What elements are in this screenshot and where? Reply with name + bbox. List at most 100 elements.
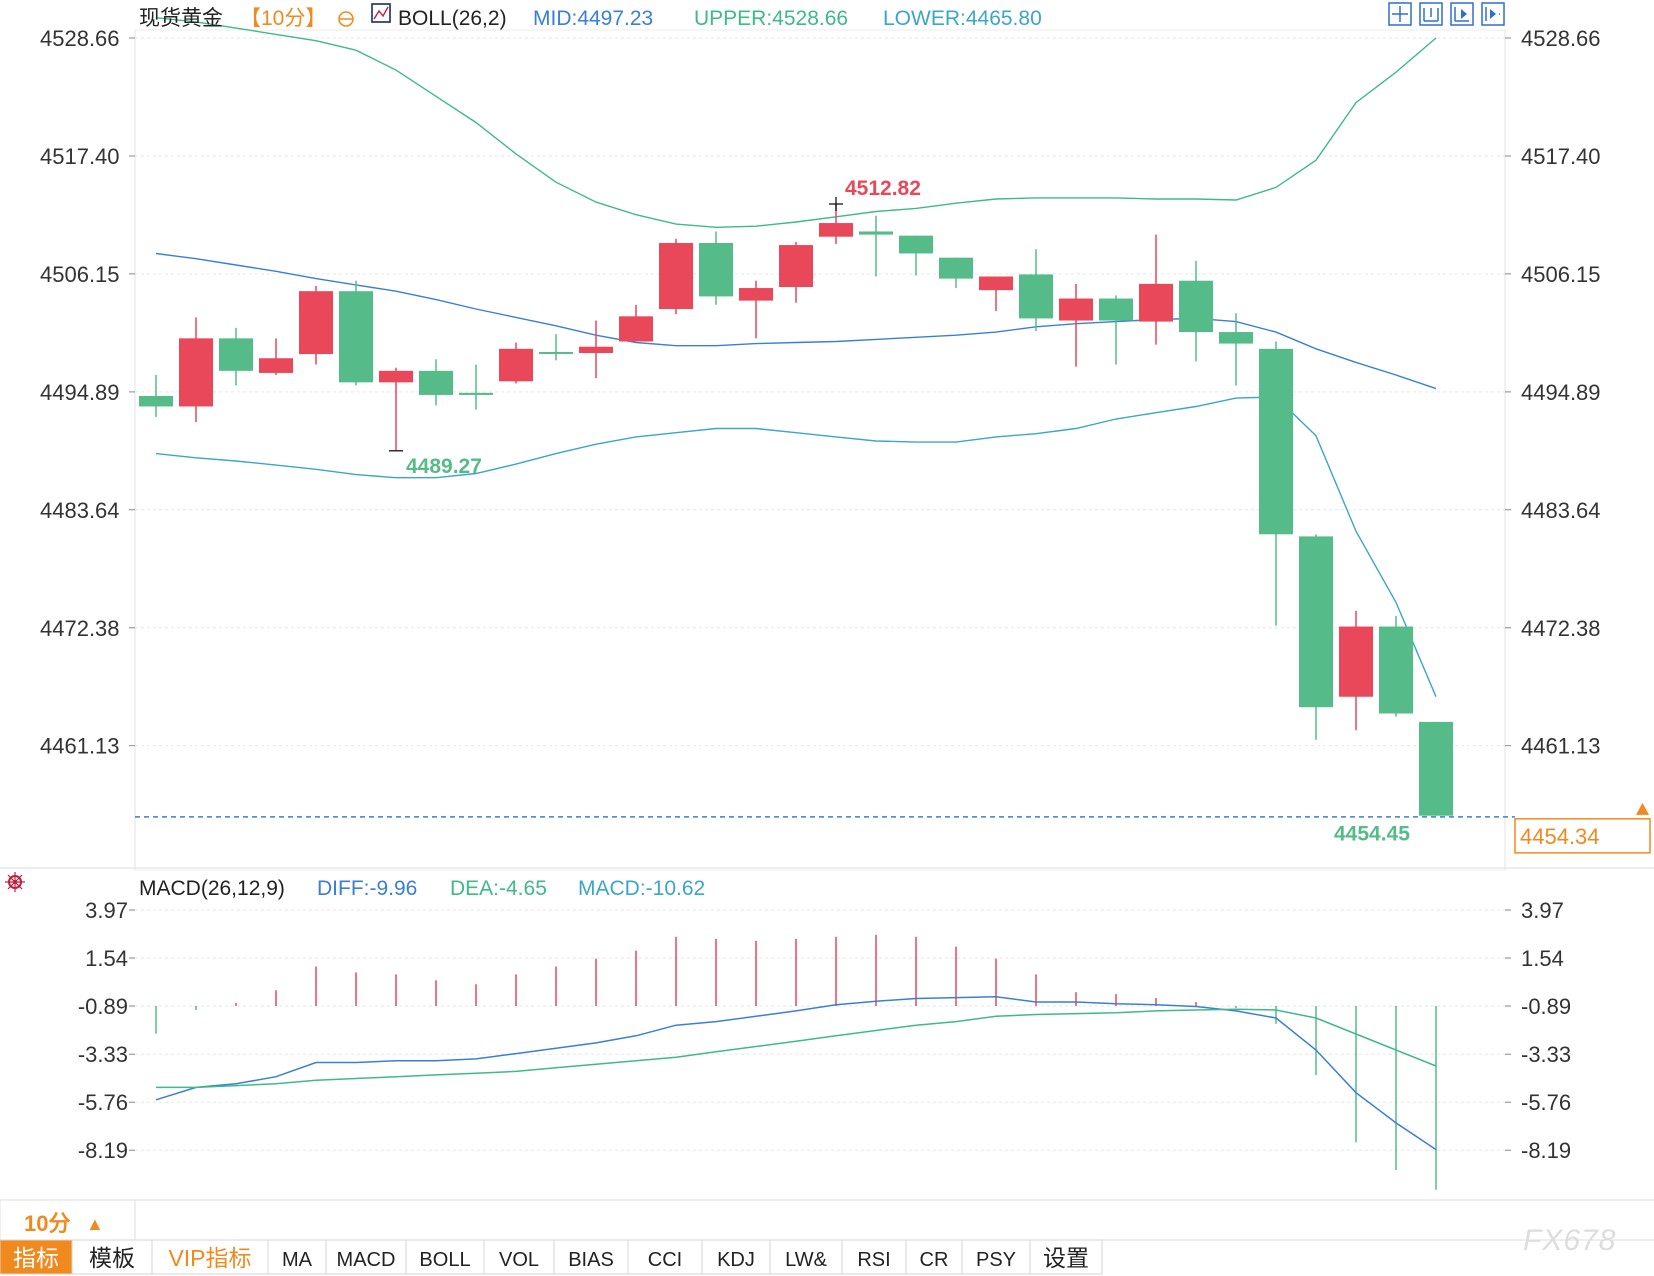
tab-settings[interactable]: 设置 (1029, 1239, 1103, 1275)
indicator-switch-icon[interactable] (371, 3, 391, 23)
tab-background (71, 1239, 153, 1275)
period-selector-label: 10分 (24, 1211, 70, 1236)
price-axis-left: 4528.66 4517.40 4506.15 4494.89 4483.64 4472.… (40, 26, 135, 759)
price-tick-label: 4528.66 (40, 26, 120, 51)
candle-up (299, 291, 333, 355)
price-tick-label: 4472.38 (40, 616, 120, 641)
candle-down (459, 392, 493, 395)
candle-down (1259, 348, 1293, 535)
crosshair-icon[interactable] (1388, 2, 1412, 26)
price-tick-label: 4472.38 (1521, 616, 1601, 641)
tab-background (627, 1239, 703, 1275)
tab-label: MA (282, 1249, 313, 1271)
boll-upper-line (155, 17, 1437, 229)
price-tick-label: 4517.40 (1521, 144, 1601, 169)
tab-boll[interactable]: BOLL (405, 1239, 485, 1275)
tab-label: VIP指标 (168, 1245, 251, 1271)
tab-ma[interactable]: MA (267, 1239, 327, 1275)
candle-up (819, 223, 853, 237)
candle-down (1019, 274, 1053, 319)
candle-down (419, 370, 453, 395)
macd-tick-label: -5.76 (1521, 1090, 1571, 1115)
tab-background (701, 1239, 771, 1275)
tab-background (905, 1239, 963, 1275)
macd-axis-right: 3.97 1.54 -0.89 -3.33 -5.76 -8.19 (1505, 898, 1571, 1163)
price-tick-label: 4461.13 (1521, 734, 1601, 759)
macd-legend: MACD(26,12,9) DIFF:-9.96 DEA:-4.65 MACD:… (5, 872, 705, 900)
tab-background (1029, 1239, 1103, 1275)
macd-tick-label: -8.19 (78, 1138, 128, 1163)
tab-kdj[interactable]: KDJ (701, 1239, 771, 1275)
macd-tick-label: -5.76 (78, 1090, 128, 1115)
low-marker-left: 4489.27 (389, 450, 482, 478)
tab-background (483, 1239, 555, 1275)
indicator-tab-bar: 指标 模板 VIP指标 MA MACD BOLL VOL BIAS CCI KDJ LW& RSI CR… (0, 1239, 1103, 1275)
tab-label: PSY (976, 1249, 1016, 1271)
candle-up (1139, 283, 1173, 322)
tab-background (0, 1239, 73, 1275)
candle-down (939, 257, 973, 279)
macd-tick-label: 3.97 (85, 898, 128, 923)
tab-background (553, 1239, 629, 1275)
zoom-in-icon[interactable] (1419, 2, 1443, 26)
boll-lower-value: LOWER:4465.80 (883, 7, 1042, 30)
candlestick-series (139, 203, 1453, 816)
candle-up (179, 338, 213, 407)
macd-axis-left: 3.97 1.54 -0.89 -3.33 -5.76 -8.19 (78, 898, 135, 1163)
tab-psy[interactable]: PSY (961, 1239, 1031, 1275)
tab-cr[interactable]: CR (905, 1239, 963, 1275)
macd-tick-label: 3.97 (1521, 898, 1564, 923)
candle-down (899, 235, 933, 254)
candle-up (619, 316, 653, 342)
tab-cci[interactable]: CCI (627, 1239, 703, 1275)
tab-vip-indicator[interactable]: VIP指标 (151, 1239, 269, 1275)
boll-mid-value: MID:4497.23 (533, 7, 653, 30)
low-price-label-left: 4489.27 (406, 455, 482, 478)
candle-down (339, 291, 373, 383)
high-price-label: 4512.82 (845, 177, 921, 200)
tab-vol[interactable]: VOL (483, 1239, 555, 1275)
tab-template[interactable]: 模板 (71, 1239, 153, 1275)
tab-label: MACD (337, 1249, 396, 1271)
scroll-left-icon[interactable] (1450, 2, 1474, 26)
tab-label: VOL (499, 1249, 539, 1271)
price-tick-label: 4528.66 (1521, 26, 1601, 51)
candle-up (659, 242, 693, 310)
tab-rsi[interactable]: RSI (841, 1239, 907, 1275)
macd-tick-label: 1.54 (1521, 946, 1564, 971)
period-label[interactable]: 【10分】 (240, 7, 326, 30)
tab-background (325, 1239, 407, 1275)
candle-up (739, 288, 773, 301)
price-tick-label: 4506.15 (40, 262, 120, 287)
boll-mid-line (155, 252, 1437, 390)
candle-up (779, 245, 813, 287)
tab-label: RSI (857, 1249, 890, 1271)
candle-down (1299, 536, 1333, 708)
tab-bias[interactable]: BIAS (553, 1239, 629, 1275)
low-price-label-right: 4454.45 (1334, 823, 1410, 846)
tab-indicator[interactable]: 指标 (0, 1239, 73, 1275)
current-price-value: 4454.34 (1520, 824, 1600, 849)
macd-tick-label: -8.19 (1521, 1138, 1571, 1163)
price-alert-arrow-icon[interactable] (1636, 802, 1649, 815)
macd-macd-value: MACD:-10.62 (578, 877, 705, 900)
price-tick-label: 4483.64 (1521, 498, 1601, 523)
tab-label: 模板 (89, 1245, 135, 1271)
chart-toolbar (1388, 2, 1505, 26)
price-panel-frame (134, 29, 1506, 871)
tab-lw[interactable]: LW& (769, 1239, 843, 1275)
instrument-title: 现货黄金 (139, 7, 223, 30)
zoom-circle-icon[interactable] (338, 11, 354, 27)
scroll-right-icon[interactable] (1481, 2, 1505, 26)
settings-gear-icon[interactable] (5, 872, 25, 892)
period-selector[interactable]: 10分 ▲ (0, 1199, 136, 1241)
tab-background (961, 1239, 1031, 1275)
candle-up (499, 348, 533, 382)
tab-macd[interactable]: MACD (325, 1239, 407, 1275)
tab-label: 指标 (13, 1245, 59, 1271)
watermark: FX678 (1523, 1224, 1616, 1257)
macd-tick-label: -0.89 (78, 994, 128, 1019)
tab-label: BOLL (419, 1249, 470, 1271)
price-tick-label: 4506.15 (1521, 262, 1601, 287)
tab-background (841, 1239, 907, 1275)
